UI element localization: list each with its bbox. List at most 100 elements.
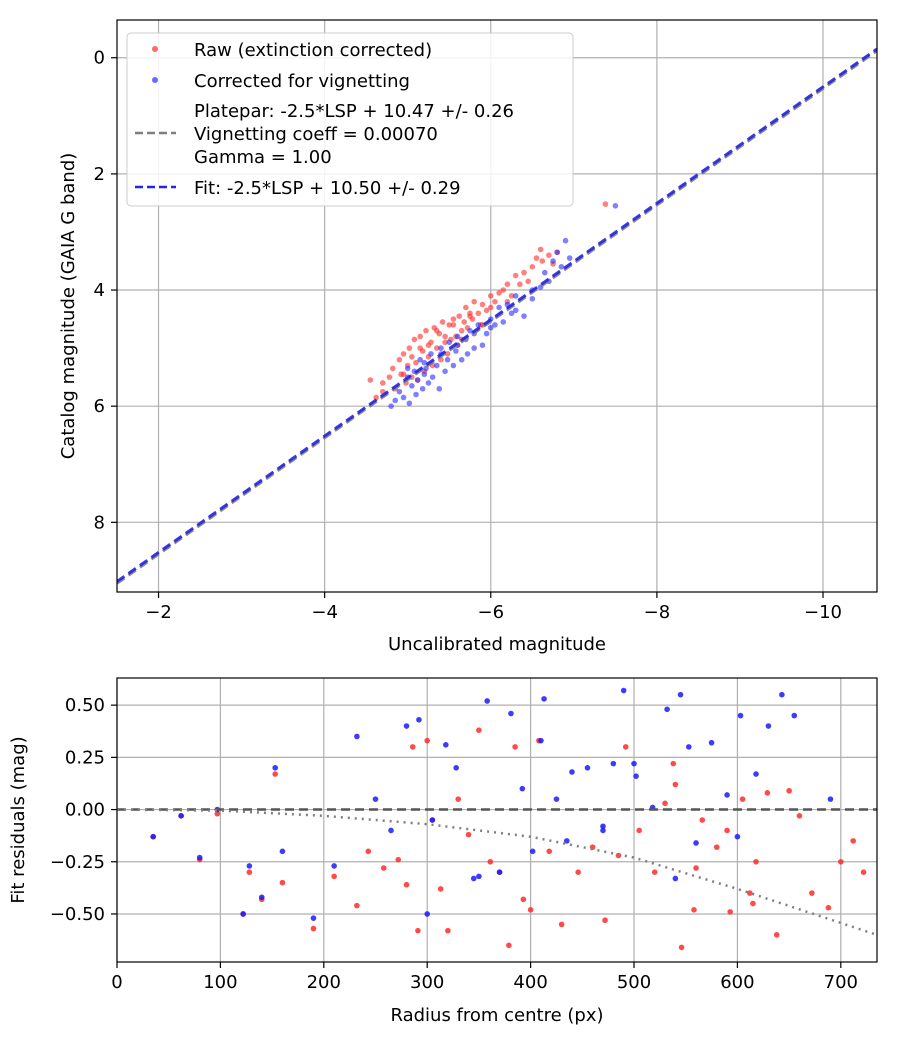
residuals-vs-radius-plot: 0 100 200 300 400 500 600 700 0.50 0.25 0.00 −0.25 −… (8, 677, 878, 1026)
corrected-data-point (388, 403, 394, 409)
raw-data-point (373, 394, 379, 401)
raw-data-point (796, 813, 803, 819)
corrected-data-point (566, 255, 573, 261)
raw-data-point (424, 737, 431, 744)
raw-data-point (520, 896, 527, 903)
raw-data-point (246, 869, 253, 876)
corrected-data-point (150, 833, 156, 840)
corrected-data-point (529, 848, 536, 855)
corrected-data-point (442, 368, 448, 375)
corrected-data-point (553, 796, 560, 802)
raw-data-point (651, 869, 658, 876)
raw-data-point (400, 371, 407, 378)
corrected-data-point (677, 691, 684, 698)
corrected-data-point (409, 383, 415, 389)
legend-platepar-label: Platepar: -2.5*LSP + 10.47 +/- 0.26 (194, 101, 514, 122)
y-tick-label: −0.25 (50, 852, 105, 873)
raw-data-point (476, 727, 482, 734)
corrected-data-point (453, 348, 459, 354)
corrected-data-point (519, 785, 526, 792)
x-tick-label: 300 (410, 972, 444, 993)
raw-data-point (773, 932, 780, 938)
raw-data-point (539, 258, 546, 264)
raw-data-point (455, 796, 462, 802)
raw-data-point (367, 377, 374, 383)
corrected-data-point (438, 345, 444, 351)
raw-data-point (753, 858, 759, 865)
raw-data-point (724, 827, 730, 834)
x-tick-label: −6 (477, 602, 504, 623)
x-tick-label: 600 (720, 972, 754, 993)
corrected-data-point (458, 356, 465, 363)
corrected-data-point (400, 394, 407, 401)
corrected-data-point (446, 339, 453, 346)
corrected-data-point (584, 764, 591, 771)
raw-data-point (825, 904, 832, 911)
corrected-data-point (541, 696, 547, 702)
corrected-data-point (708, 739, 715, 746)
y-tick-label: 4 (94, 280, 105, 301)
raw-data-point (379, 380, 386, 386)
raw-data-point (693, 865, 699, 871)
x-tick-label: −2 (145, 602, 172, 623)
top-y-axis-label: Catalog magnitude (GAIA G band) (58, 153, 79, 460)
corrected-data-point (508, 310, 515, 317)
corrected-data-point (310, 915, 317, 921)
bottom-plot-area (117, 678, 877, 962)
corrected-data-point (475, 322, 482, 328)
corrected-data-point (693, 840, 699, 846)
raw-data-point (747, 890, 753, 896)
raw-data-point (354, 902, 360, 909)
raw-data-point (602, 917, 608, 924)
corrected-data-point (483, 330, 490, 337)
corrected-data-point (433, 362, 440, 369)
corrected-data-point (737, 712, 744, 719)
corrected-data-point (421, 359, 428, 366)
raw-data-point (463, 304, 469, 311)
raw-data-point (525, 278, 531, 285)
raw-data-point (471, 298, 477, 305)
fit-line (117, 47, 877, 583)
raw-data-point (529, 264, 536, 270)
raw-data-point (850, 838, 857, 844)
corrected-data-point (404, 365, 411, 372)
raw-data-point (365, 848, 372, 855)
x-tick-label: 200 (307, 972, 341, 993)
corrected-data-point (443, 742, 449, 748)
raw-data-point (750, 900, 756, 907)
corrected-data-point (562, 237, 569, 244)
legend-corrected-marker (152, 77, 158, 83)
raw-data-point (214, 810, 221, 817)
corrected-data-point (464, 351, 471, 357)
corrected-data-point (492, 322, 498, 328)
raw-data-point (622, 744, 629, 750)
legend-raw-label: Raw (extinction corrected) (194, 40, 432, 61)
raw-data-point (465, 831, 472, 838)
corrected-data-point (454, 333, 461, 340)
raw-data-point (672, 781, 679, 788)
corrected-data-point (436, 385, 443, 392)
raw-data-point (389, 365, 396, 372)
corrected-data-point (388, 827, 394, 834)
raw-data-point (445, 927, 451, 934)
corrected-data-point (610, 760, 617, 767)
corrected-data-point (541, 269, 548, 276)
raw-data-point (500, 287, 507, 293)
x-tick-label: 700 (824, 972, 858, 993)
corrected-data-point (563, 838, 570, 844)
y-tick-label: 0.25 (65, 747, 105, 768)
y-tick-label: 0.00 (65, 800, 105, 821)
corrected-data-point (413, 391, 419, 398)
bottom-y-axis-label: Fit residuals (mag) (8, 736, 29, 903)
raw-data-point (492, 298, 498, 305)
corrected-data-point (664, 706, 670, 713)
raw-data-point (860, 869, 867, 876)
raw-data-point (575, 869, 581, 876)
corrected-data-point (258, 894, 265, 901)
raw-data-point (272, 771, 279, 777)
x-tick-label: 400 (513, 972, 547, 993)
corrected-data-point (429, 817, 436, 823)
corrected-data-point (421, 371, 428, 378)
bottom-data-layer (117, 687, 877, 951)
